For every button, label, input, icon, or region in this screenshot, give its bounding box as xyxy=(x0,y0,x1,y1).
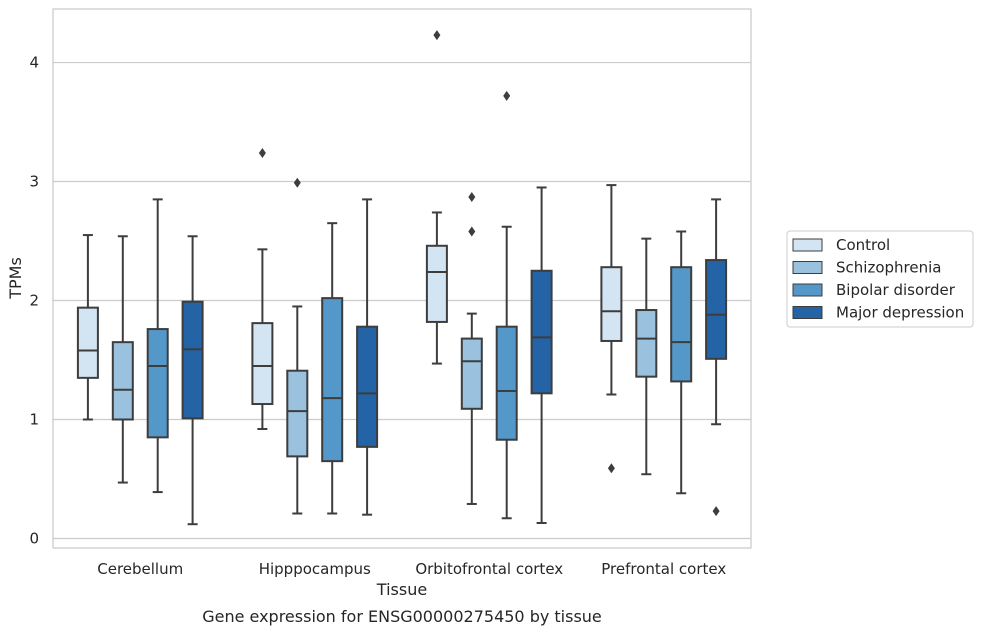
box-iqr xyxy=(356,325,379,448)
y-axis-ticks: 0 1 2 3 4 xyxy=(29,54,39,548)
outlier-point xyxy=(503,90,511,101)
box-cerebellum-control xyxy=(76,234,99,421)
box-iqr xyxy=(76,306,99,379)
box-cerebellum-schizophrenia xyxy=(111,235,134,484)
box-iqr xyxy=(286,369,309,458)
box-groups xyxy=(76,30,728,526)
legend-label-bipolar-disorder: Bipolar disorder xyxy=(836,281,956,299)
outlier-point xyxy=(258,147,266,158)
y-tick-label-1: 1 xyxy=(29,410,39,428)
outlier-point xyxy=(712,506,720,517)
box-orbitofrontal-cortex-schizophrenia xyxy=(460,191,483,505)
box-orbitofrontal-cortex-bipolar-disorder xyxy=(495,90,518,520)
legend-label-schizophrenia: Schizophrenia xyxy=(836,259,941,277)
outlier-point xyxy=(468,191,476,202)
y-axis-label: TPMs xyxy=(6,257,25,300)
legend-swatch-control xyxy=(792,238,823,252)
box-iqr xyxy=(705,259,728,360)
legend-frame xyxy=(786,230,974,328)
plot-frame xyxy=(52,8,752,549)
box-iqr xyxy=(111,341,134,421)
y-tick-label-0: 0 xyxy=(29,529,39,547)
box-iqr xyxy=(251,322,274,406)
legend-swatch-major-depression xyxy=(792,306,823,319)
box-hipppocampus-schizophrenia xyxy=(286,177,309,515)
x-tick-label-hipppocampus: Hipppocampus xyxy=(259,560,371,578)
box-iqr xyxy=(670,266,693,383)
outlier-point xyxy=(433,30,441,41)
box-iqr xyxy=(600,266,623,342)
legend-swatch-schizophrenia xyxy=(792,261,823,274)
outlier-point xyxy=(468,226,476,237)
chart-caption: Gene expression for ENSG00000275450 by t… xyxy=(202,607,602,626)
outlier-point xyxy=(293,177,301,188)
box-cerebellum-bipolar-disorder xyxy=(146,198,169,494)
box-iqr xyxy=(460,337,483,410)
box-orbitofrontal-cortex-control xyxy=(425,30,448,365)
box-hipppocampus-bipolar-disorder xyxy=(321,222,344,515)
box-iqr xyxy=(321,297,344,463)
x-tick-label-cerebellum: Cerebellum xyxy=(97,560,183,578)
box-prefrontal-cortex-major-depression xyxy=(705,198,728,517)
box-hipppocampus-control xyxy=(251,147,274,431)
box-iqr xyxy=(146,328,169,439)
y-tick-label-3: 3 xyxy=(29,173,39,191)
box-prefrontal-cortex-control xyxy=(600,184,623,474)
box-prefrontal-cortex-schizophrenia xyxy=(635,237,658,476)
legend-label-major-depression: Major depression xyxy=(836,304,964,322)
box-cerebellum-major-depression xyxy=(181,235,204,526)
y-tick-label-4: 4 xyxy=(29,54,39,72)
x-axis-label: Tissue xyxy=(376,580,427,599)
box-iqr xyxy=(530,269,553,395)
box-hipppocampus-major-depression xyxy=(356,198,379,516)
grid-lines xyxy=(53,61,751,540)
box-iqr xyxy=(425,244,448,323)
legend: Control Schizophrenia Bipolar disorder Majo… xyxy=(786,230,974,328)
box-iqr xyxy=(495,325,518,441)
outlier-point xyxy=(607,463,615,474)
x-axis-ticks: Cerebellum Hipppocampus Orbitofrontal cort… xyxy=(97,560,726,578)
x-tick-label-orbitofrontal-cortex: Orbitofrontal cortex xyxy=(415,560,563,578)
box-orbitofrontal-cortex-major-depression xyxy=(530,186,553,525)
box-prefrontal-cortex-bipolar-disorder xyxy=(670,230,693,495)
box-iqr xyxy=(181,300,204,420)
box-iqr xyxy=(635,309,658,378)
legend-label-control: Control xyxy=(836,236,890,254)
legend-swatch-bipolar-disorder xyxy=(792,283,823,297)
plot-area xyxy=(53,9,751,548)
x-tick-label-prefrontal-cortex: Prefrontal cortex xyxy=(601,560,726,578)
y-tick-label-2: 2 xyxy=(29,292,39,310)
